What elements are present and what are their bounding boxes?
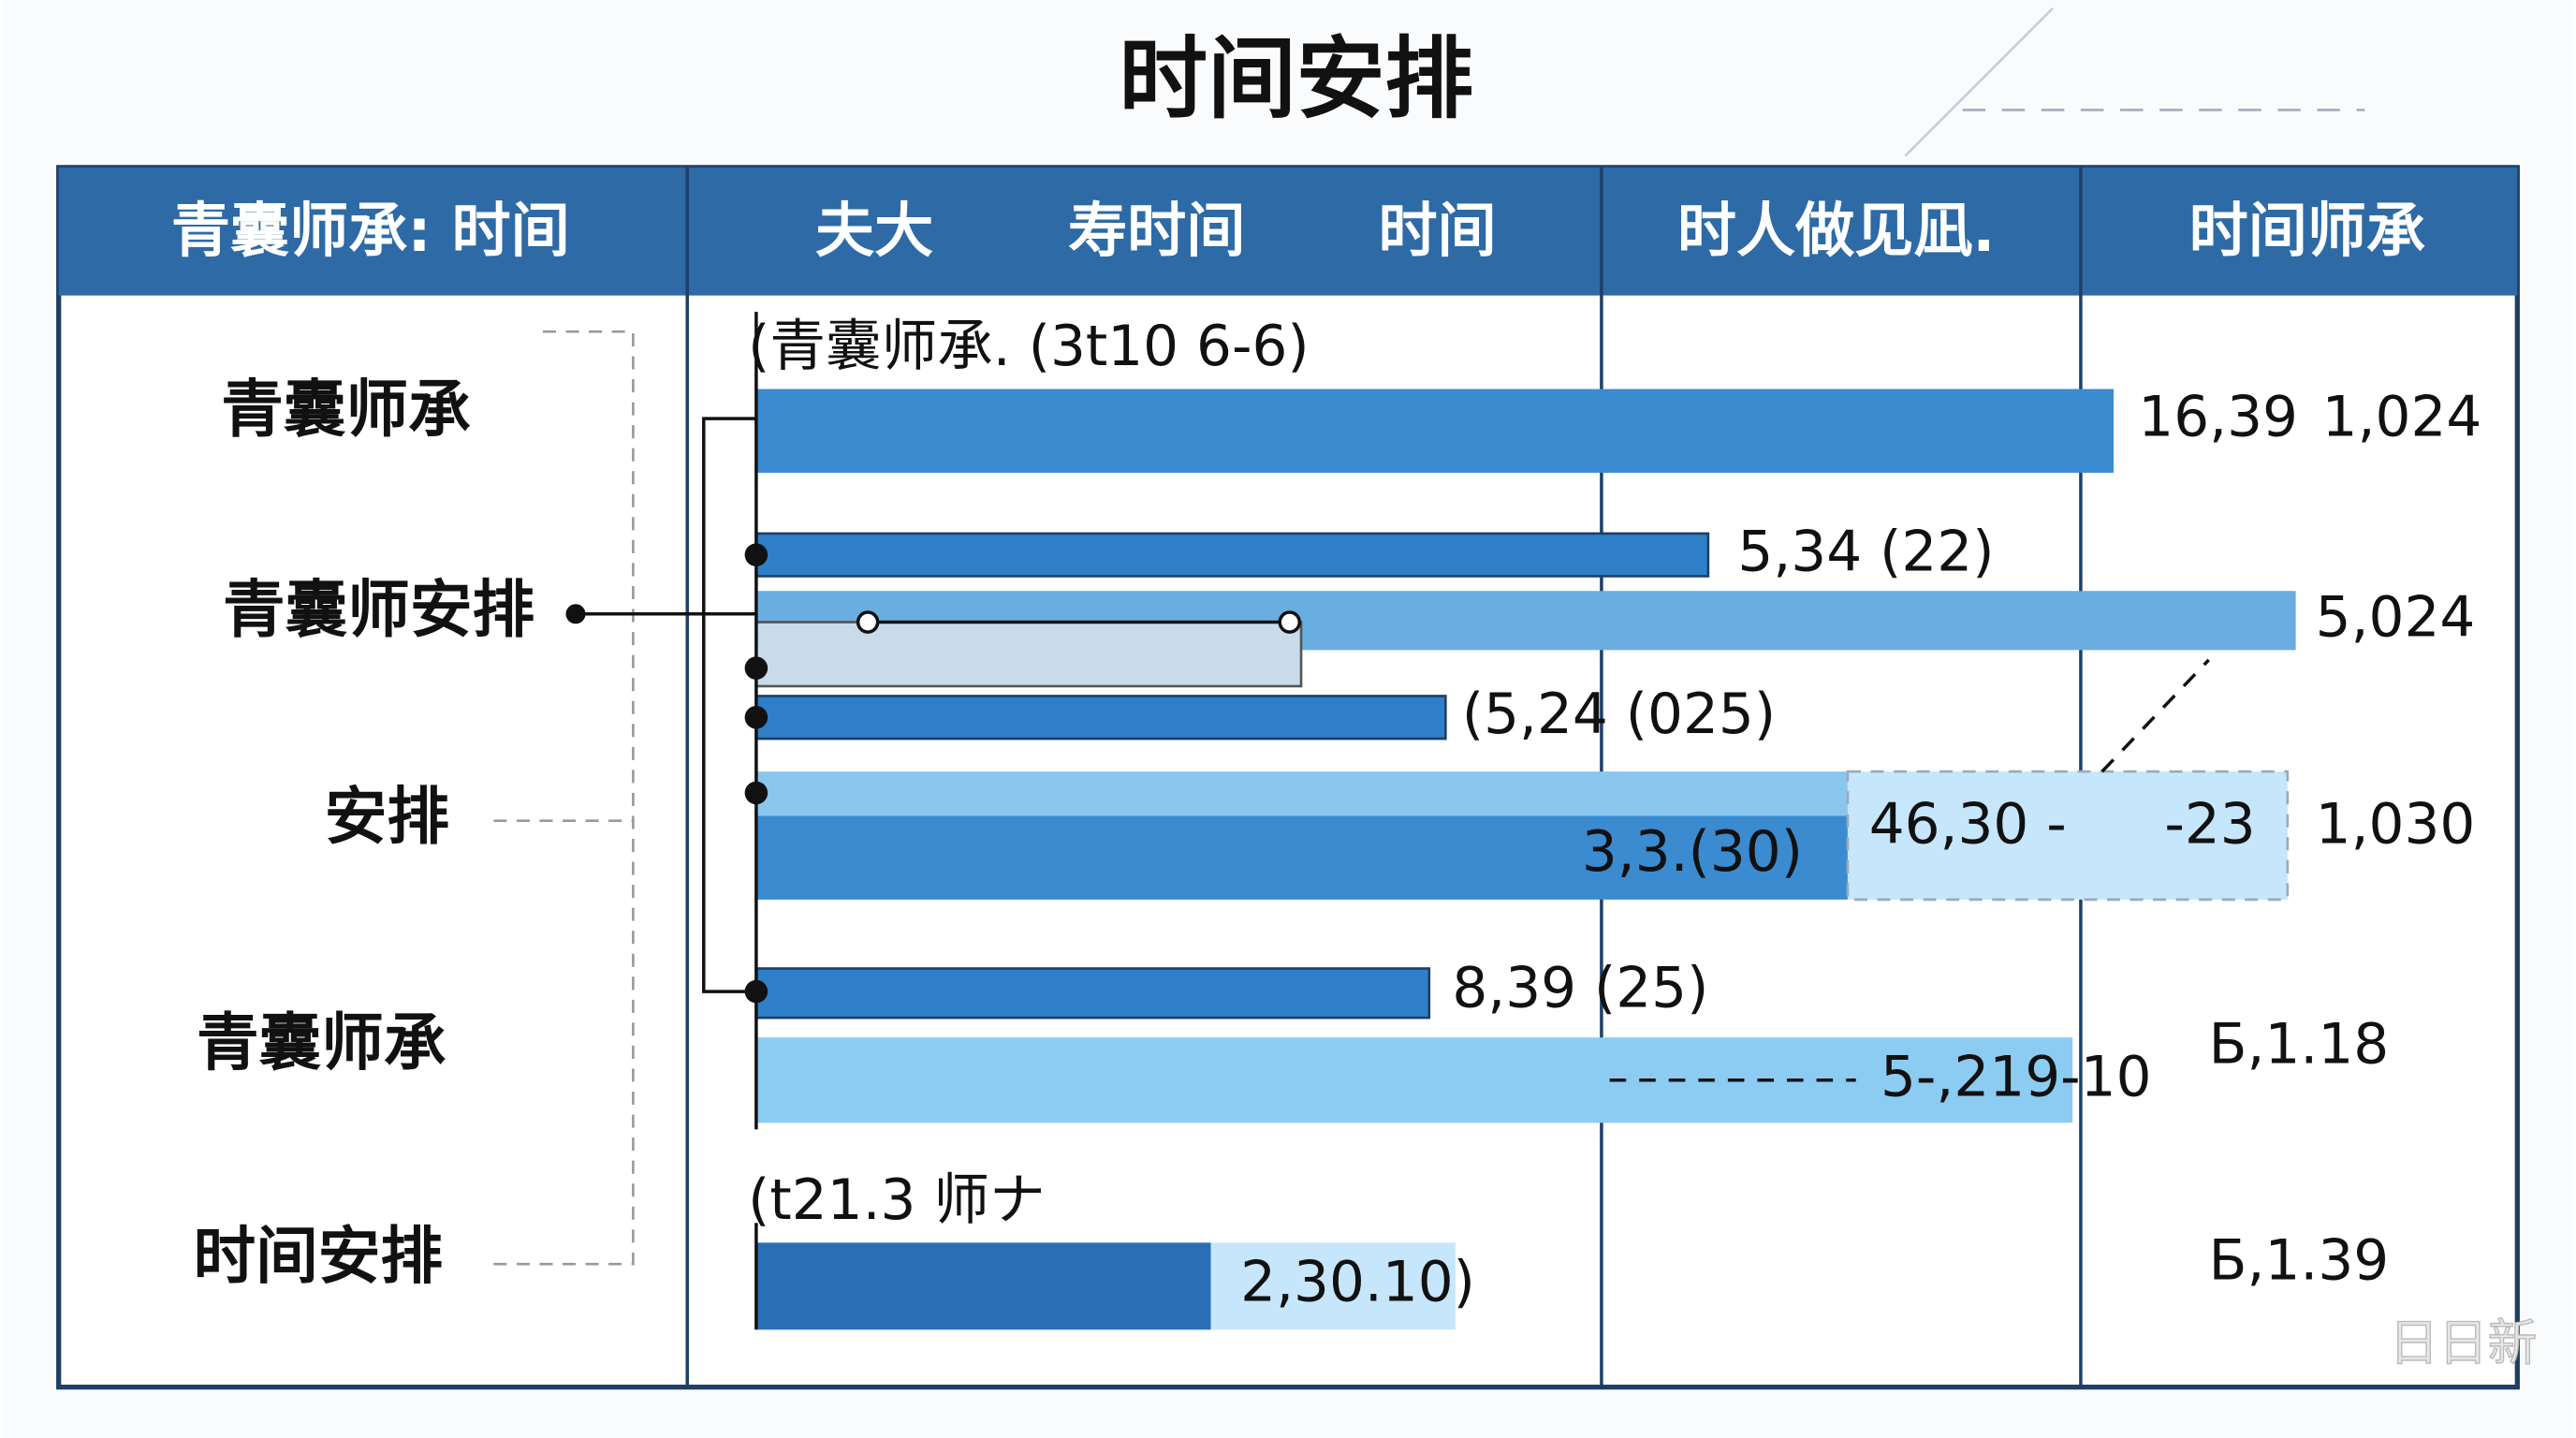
annotation: 1,030 [2316,792,2476,857]
annotation: 5,024 [2316,585,2476,650]
annotation: 46,30 - [1869,792,2067,857]
annotation: 1,024 [2322,385,2482,449]
row-label: 安排 [325,780,449,853]
row-label: 青囊师承 [221,373,471,446]
header-band [58,167,2518,296]
decor-line [1904,7,2055,157]
annotation: 16,39 [2138,385,2298,449]
row-label: 时间安排 [193,1220,443,1293]
header-cell: 青囊师承: 时间 [171,196,570,265]
annotation: (青囊师承. (3t10 6-6) [748,315,1310,379]
title: 时间安排 [1119,28,1473,131]
bracket [493,330,635,1266]
annotation: Ƃ,1.18 [2209,1012,2390,1077]
annotation: 5-,219-10 [1881,1045,2152,1109]
row-label: 青囊师承 [197,1006,446,1079]
annotation: -23 [2164,792,2255,857]
annotation: 2,30.10) [1240,1251,1475,1315]
header-cell: 时间 [1378,196,1496,265]
annotation: (5,24 (025) [1462,682,1776,747]
annotation: 3,3.(30) [1582,820,1803,885]
annotation: Ƃ,1.39 [2209,1229,2390,1294]
markers [565,543,1302,1004]
header-cell: 夫大 [815,196,933,265]
annotation: 8,39 (25) [1452,957,1708,1021]
watermark: 日日新 [2390,1314,2538,1372]
header-cell: 时间师承 [2189,196,2425,265]
annotation: (t21.3 师ナ [748,1168,1046,1233]
header-cell: 寿时间 [1068,196,1245,265]
row-label: 青囊师安排 [223,573,534,646]
header-cell: 时人做见凪. [1677,196,1996,265]
annotation: 5,34 (22) [1737,520,1994,584]
